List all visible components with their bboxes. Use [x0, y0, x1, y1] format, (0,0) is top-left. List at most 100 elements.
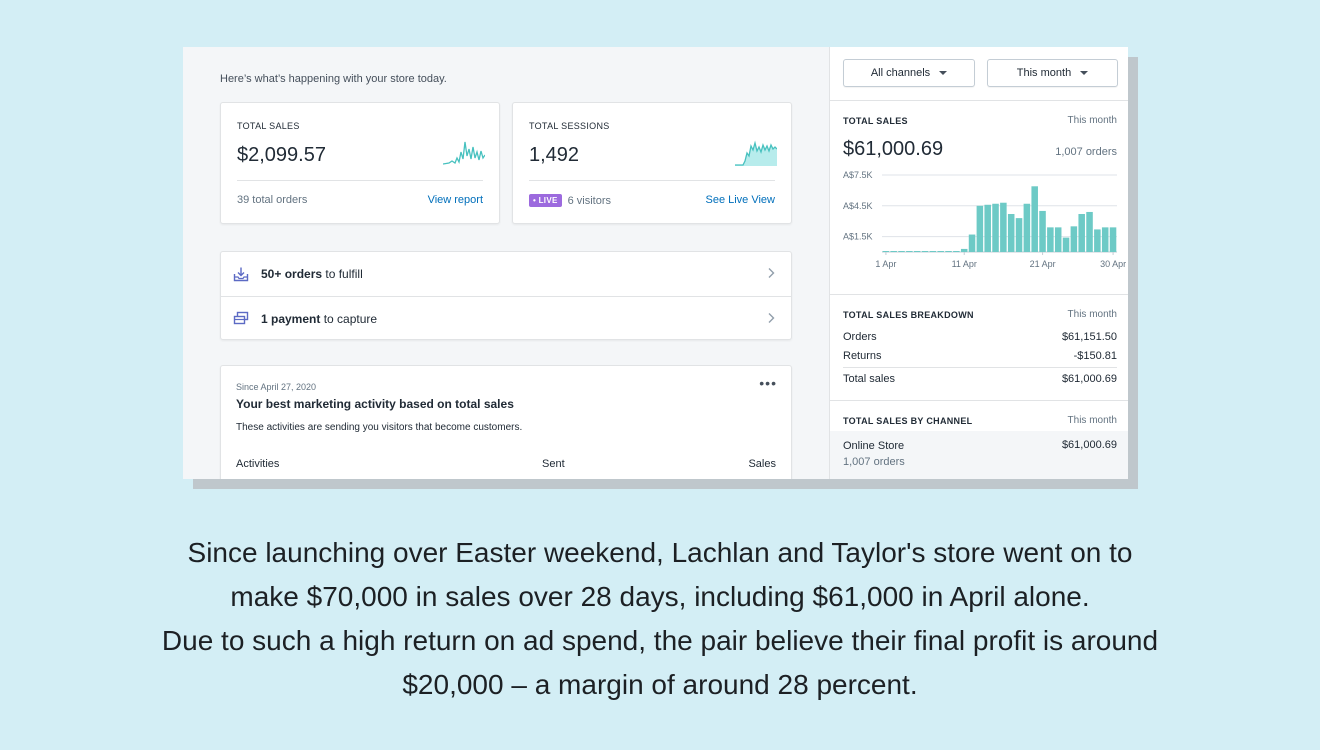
intro-text: Here’s what’s happening with your store … [220, 73, 447, 85]
breakdown-row-value: $61,151.50 [1061, 331, 1117, 343]
sales-bar[interactable] [921, 251, 929, 252]
chevron-right-icon [768, 268, 775, 278]
sales-bar[interactable] [898, 251, 905, 252]
caption-line: Since launching over Easter weekend, Lac… [187, 537, 1133, 568]
total-sales-section-label: TOTAL SALES [843, 116, 908, 126]
section-divider [830, 100, 1128, 101]
channel-row-online-store[interactable]: Online Store 1,007 orders $61,000.69 [830, 431, 1128, 479]
sales-bar[interactable] [1007, 214, 1015, 252]
x-tick-label: 11 Apr [952, 259, 977, 269]
monthly-total-sales-value: $61,000.69 [843, 138, 944, 160]
breakdown-row-label: Total sales [843, 373, 895, 385]
orders-to-fulfill-item[interactable]: 50+ orders to fulfill [221, 252, 791, 296]
sales-bar[interactable] [968, 234, 976, 252]
caption-line: Due to such a high return on ad spend, t… [161, 625, 1159, 656]
sales-bar[interactable] [960, 248, 968, 252]
sales-bar[interactable] [1078, 214, 1085, 252]
channel-select-value: All channels [870, 67, 931, 79]
sales-bar[interactable] [1062, 237, 1070, 252]
row-divider [843, 367, 1117, 368]
view-report-link[interactable]: View report [427, 194, 483, 206]
sales-bar[interactable] [1109, 227, 1117, 252]
total-sales-card: TOTAL SALES $2,099.57 39 total orders Vi… [220, 102, 500, 224]
section-divider [830, 400, 1128, 401]
tasks-card: 50+ orders to fulfill 1 payment to captu… [220, 251, 792, 340]
sales-bar[interactable] [937, 251, 944, 252]
column-header-sent[interactable]: Sent [542, 458, 565, 470]
dashboard-screenshot: Here’s what’s happening with your store … [183, 47, 1128, 479]
marketing-activity-card: Since April 27, 2020 Your best marketing… [220, 365, 792, 479]
breakdown-row-returns: Returns -$150.81 [843, 350, 1117, 362]
sales-bar[interactable] [913, 251, 921, 252]
sales-bar[interactable] [906, 251, 913, 252]
channel-orders: 1,007 orders [843, 456, 905, 468]
breakdown-row-label: Returns [843, 350, 882, 362]
caret-down-icon [939, 71, 948, 75]
sales-sparkline [443, 141, 485, 165]
sales-bar[interactable] [1070, 226, 1078, 252]
sales-bar[interactable] [1101, 227, 1109, 252]
x-tick-label: 1 Apr [875, 259, 896, 269]
column-header-sales[interactable]: Sales [748, 458, 776, 470]
breakdown-row-total: Total sales $61,000.69 [843, 373, 1117, 385]
sales-bar[interactable] [890, 251, 897, 252]
sales-bar[interactable] [945, 251, 952, 252]
see-live-view-link[interactable]: See Live View [705, 194, 775, 206]
y-tick-label: A$1.5K [843, 232, 873, 242]
monthly-orders-count: 1,007 orders [1055, 146, 1117, 158]
caption: Since launching over Easter weekend, Lac… [60, 531, 1260, 707]
period-select-value: This month [1016, 67, 1072, 79]
total-sessions-card: TOTAL SESSIONS 1,492 • LIVE 6 visitors S… [512, 102, 792, 224]
sales-bar[interactable] [1047, 227, 1054, 252]
total-sessions-label: TOTAL SESSIONS [529, 121, 610, 131]
total-sales-label: TOTAL SALES [237, 121, 300, 131]
channel-select[interactable]: All channels [843, 59, 975, 87]
sales-bar[interactable] [1039, 210, 1046, 252]
channel-name: Online Store [843, 440, 905, 452]
orders-to-fulfill-text: 50+ orders to fulfill [261, 267, 363, 281]
breakdown-row-value: $61,000.69 [1061, 373, 1117, 385]
x-tick-label: 21 Apr [1030, 259, 1056, 269]
sales-bar[interactable] [1094, 229, 1101, 252]
sales-bar[interactable] [882, 251, 890, 252]
more-options-icon[interactable]: ••• [759, 375, 777, 391]
total-orders-text: 39 total orders [237, 194, 308, 206]
payment-to-capture-item[interactable]: 1 payment to capture [221, 296, 791, 340]
sales-bar[interactable] [984, 204, 991, 252]
since-date: Since April 27, 2020 [236, 382, 317, 392]
sales-bar[interactable] [1054, 227, 1062, 252]
marketing-description: These activities are sending you visitor… [236, 422, 523, 433]
caption-line: $20,000 – a margin of around 28 percent. [402, 669, 918, 700]
breakdown-row-value: -$150.81 [1073, 350, 1117, 362]
sales-bar[interactable] [992, 203, 999, 252]
sales-bar[interactable] [929, 251, 937, 252]
chevron-right-icon [768, 313, 775, 323]
column-header-activities[interactable]: Activities [236, 458, 280, 470]
total-sales-period: This month [1067, 115, 1117, 126]
breakdown-row-orders: Orders $61,151.50 [843, 331, 1117, 343]
sales-bar[interactable] [1023, 203, 1031, 252]
caption-line: make $70,000 in sales over 28 days, incl… [230, 581, 1090, 612]
period-select[interactable]: This month [987, 59, 1118, 87]
analytics-panel: All channels This month TOTAL SALES This… [829, 47, 1128, 479]
payment-to-capture-text: 1 payment to capture [261, 311, 378, 326]
sales-bar[interactable] [1086, 211, 1093, 252]
channel-sales-value: $61,000.69 [1061, 439, 1117, 451]
payment-cards-icon [233, 311, 249, 324]
live-badge: • LIVE [529, 194, 562, 207]
section-divider [830, 294, 1128, 295]
sales-bar[interactable] [1000, 202, 1007, 252]
visitors-count: 6 visitors [567, 194, 612, 207]
sales-bar[interactable] [1031, 186, 1038, 252]
sales-bar[interactable] [953, 251, 960, 252]
breakdown-period: This month [1067, 309, 1117, 320]
total-sales-value: $2,099.57 [237, 144, 326, 166]
by-channel-period: This month [1067, 415, 1117, 426]
y-tick-label: A$4.5K [843, 201, 873, 211]
by-channel-section-label: TOTAL SALES BY CHANNEL [843, 416, 973, 426]
marketing-title: Your best marketing activity based on to… [236, 397, 514, 411]
visitors-text: • LIVE 6 visitors [529, 194, 611, 207]
x-tick-label: 30 Apr [1100, 259, 1126, 269]
sales-bar[interactable] [976, 205, 984, 252]
sales-bar[interactable] [1015, 218, 1023, 252]
